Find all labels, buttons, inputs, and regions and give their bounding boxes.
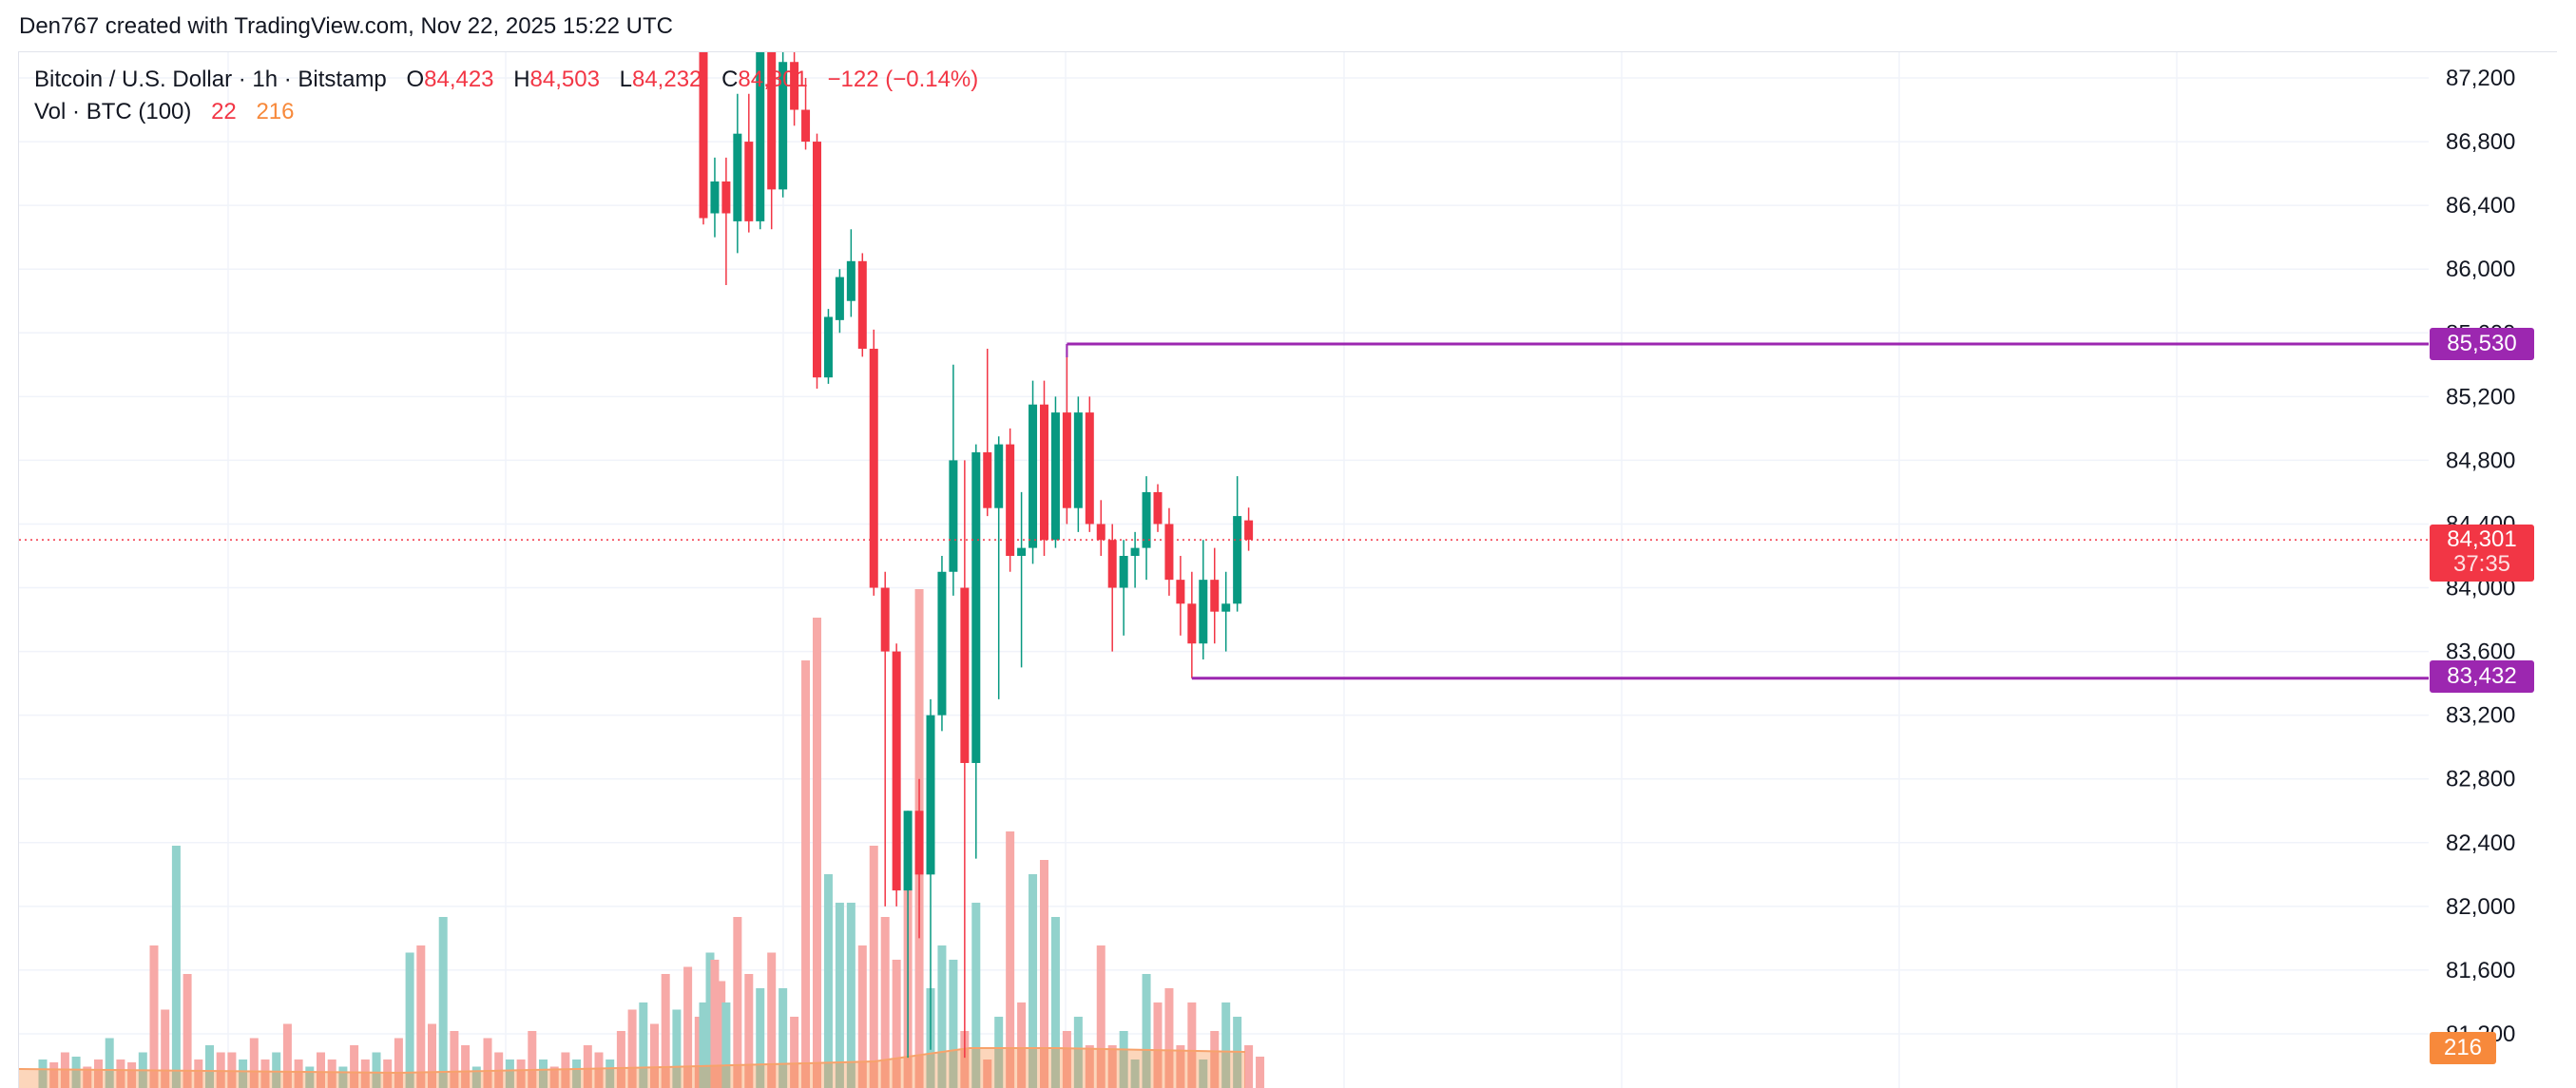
volume-bar bbox=[801, 660, 810, 1088]
candle-body bbox=[1131, 548, 1140, 556]
last-price-tag: 84,301 37:35 bbox=[2430, 525, 2534, 582]
price-axis-label: 85,200 bbox=[2446, 384, 2515, 410]
symbol-legend: Bitcoin / U.S. Dollar · 1h · Bitstamp O8… bbox=[34, 67, 978, 93]
open-value: 84,423 bbox=[424, 67, 493, 92]
candle-body bbox=[1017, 548, 1026, 556]
candle-body bbox=[1187, 603, 1196, 643]
price-axis-label: 87,200 bbox=[2446, 66, 2515, 91]
candle-body bbox=[1074, 412, 1083, 508]
candle-body bbox=[1244, 521, 1253, 540]
high-label: H bbox=[513, 67, 529, 92]
volume-legend: Vol · BTC (100) 22 216 bbox=[34, 99, 294, 125]
candle-body bbox=[949, 460, 957, 571]
candle-body bbox=[1028, 405, 1037, 548]
price-axis-label: 86,000 bbox=[2446, 257, 2515, 282]
candle-body bbox=[927, 716, 935, 875]
candle-body bbox=[1176, 580, 1184, 603]
price-axis-label: 82,800 bbox=[2446, 767, 2515, 792]
candle-body bbox=[1233, 516, 1241, 603]
close-value: 84,301 bbox=[738, 67, 807, 92]
candle-body bbox=[721, 181, 730, 214]
candle-body bbox=[1063, 412, 1071, 508]
price-axis-label: 81,600 bbox=[2446, 958, 2515, 983]
volume-bar bbox=[172, 846, 181, 1088]
price-axis-label: 83,200 bbox=[2446, 703, 2515, 729]
candle-body bbox=[824, 317, 833, 378]
candle-body bbox=[733, 134, 741, 221]
price-axis-label: 86,800 bbox=[2446, 129, 2515, 155]
volume-bar bbox=[416, 945, 425, 1088]
symbol-title[interactable]: Bitcoin / U.S. Dollar · 1h · Bitstamp bbox=[34, 67, 387, 92]
candle-body bbox=[1108, 540, 1117, 587]
change-value: −122 (−0.14%) bbox=[827, 67, 978, 92]
volume-bar bbox=[1244, 1045, 1253, 1088]
volume-value: 22 bbox=[211, 99, 237, 124]
top-bar: Den767 created with TradingView.com, Nov… bbox=[0, 0, 2576, 51]
candle-body bbox=[847, 261, 855, 301]
candle-body bbox=[1199, 580, 1207, 643]
high-value: 84,503 bbox=[530, 67, 600, 92]
volume-ma-value: 216 bbox=[256, 99, 294, 124]
price-chart[interactable]: 81,20081,60082,00082,40082,80083,20083,6… bbox=[19, 52, 2557, 1088]
volume-bar bbox=[813, 618, 821, 1088]
chart-credit: Den767 created with TradingView.com, Nov… bbox=[19, 13, 673, 40]
price-axis-label: 82,000 bbox=[2446, 894, 2515, 920]
last-price-value: 84,301 bbox=[2430, 527, 2534, 552]
candle-body bbox=[937, 572, 946, 716]
candle-body bbox=[960, 588, 969, 763]
volume-bar bbox=[733, 917, 741, 1088]
candle-body bbox=[813, 142, 821, 377]
candle-body bbox=[893, 652, 901, 891]
volume-bar bbox=[836, 903, 844, 1088]
candle-body bbox=[1164, 524, 1173, 580]
price-axis-label: 82,400 bbox=[2446, 830, 2515, 856]
price-axis-label: 86,400 bbox=[2446, 193, 2515, 219]
candle-body bbox=[994, 445, 1003, 508]
open-label: O bbox=[406, 67, 424, 92]
countdown-value: 37:35 bbox=[2430, 552, 2534, 577]
candle-body bbox=[744, 142, 753, 221]
candle-body bbox=[801, 110, 810, 143]
candle-body bbox=[1086, 412, 1094, 524]
candle-body bbox=[971, 452, 980, 763]
grid bbox=[19, 52, 2429, 1088]
candle-body bbox=[983, 452, 991, 508]
volume-bar bbox=[1256, 1057, 1264, 1088]
candle-body bbox=[915, 811, 924, 874]
candle-body bbox=[881, 588, 890, 652]
level-lines bbox=[19, 344, 2429, 678]
close-label: C bbox=[721, 67, 738, 92]
volume-bar bbox=[439, 917, 448, 1088]
candle-body bbox=[1154, 492, 1163, 525]
candle-body bbox=[1040, 405, 1048, 541]
candle-body bbox=[858, 261, 867, 349]
candle-body bbox=[870, 349, 878, 588]
volume-bar bbox=[150, 945, 159, 1088]
low-value: 84,232 bbox=[632, 67, 702, 92]
volume-bar bbox=[406, 953, 414, 1088]
candle-body bbox=[836, 277, 844, 320]
candle-body bbox=[1210, 580, 1219, 612]
resistance-price-tag: 85,530 bbox=[2430, 328, 2534, 360]
low-label: L bbox=[620, 67, 632, 92]
volume-title[interactable]: Vol · BTC (100) bbox=[34, 99, 191, 124]
volume-bars bbox=[19, 589, 1264, 1088]
volume-bar bbox=[824, 874, 833, 1088]
support-price-tag: 83,432 bbox=[2430, 660, 2534, 693]
volume-ma-tag: 216 bbox=[2430, 1032, 2496, 1064]
candle-body bbox=[1051, 412, 1060, 540]
candle-body bbox=[904, 811, 913, 890]
volume-bar bbox=[847, 903, 855, 1088]
candle-body bbox=[1221, 603, 1230, 611]
candle-body bbox=[710, 181, 719, 214]
candle-body bbox=[1097, 524, 1105, 540]
candle-body bbox=[1120, 556, 1128, 588]
chart-pane[interactable]: 81,20081,60082,00082,40082,80083,20083,6… bbox=[18, 51, 2557, 1088]
price-axis-label: 84,800 bbox=[2446, 448, 2515, 473]
volume-bar bbox=[870, 846, 878, 1088]
